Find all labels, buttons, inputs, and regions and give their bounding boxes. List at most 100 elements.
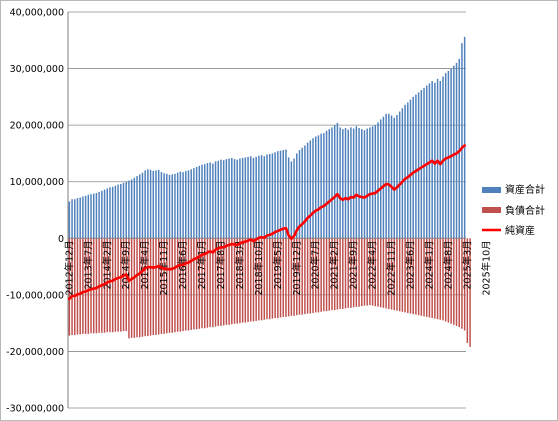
asset-bar: [442, 76, 444, 239]
liability-bar: [166, 238, 168, 334]
y-tick-labels: 40,000,000 30,000,000 20,000,000 10,000,000…: [6, 8, 64, 415]
asset-bar: [407, 102, 409, 239]
liability-bar: [371, 238, 374, 306]
asset-bar: [339, 127, 341, 239]
x-tick-label: 2012年12月: [63, 240, 75, 295]
asset-bar: [444, 73, 447, 239]
liability-bar: [331, 238, 333, 311]
asset-bar: [236, 159, 238, 239]
asset-bar: [117, 184, 119, 239]
y-tick-label: 20,000,000: [10, 121, 64, 132]
liability-bar: [350, 238, 352, 308]
liability-bar: [255, 238, 257, 321]
liability-bar: [241, 238, 244, 323]
asset-bar: [163, 173, 165, 239]
asset-bar: [455, 62, 458, 239]
y-tick-label: 40,000,000: [10, 8, 64, 19]
liability-bar: [263, 238, 266, 320]
liability-bar: [458, 238, 460, 328]
asset-bar: [404, 104, 406, 239]
liability-bar: [239, 238, 241, 324]
liability-bar: [220, 238, 222, 326]
asset-bar: [228, 158, 230, 239]
liability-bar: [122, 238, 125, 332]
asset-bar: [355, 126, 358, 239]
asset-bar: [314, 136, 317, 239]
liability-bar: [404, 238, 406, 313]
asset-bar: [92, 193, 95, 239]
liability-bar: [309, 238, 312, 314]
liability-bar: [374, 238, 377, 307]
asset-bar: [425, 85, 428, 239]
asset-bar: [255, 156, 257, 239]
legend: 資産合計 負債合計 純資産: [482, 183, 545, 237]
asset-bar: [79, 197, 81, 239]
asset-bar: [114, 185, 117, 239]
liability-bar: [74, 238, 76, 336]
liability-bar: [344, 238, 347, 309]
asset-bar: [125, 181, 127, 239]
liability-bar: [312, 238, 314, 313]
asset-bar: [222, 160, 225, 239]
asset-bar: [423, 87, 425, 239]
liability-bar: [314, 238, 317, 313]
liability-bar: [231, 238, 233, 325]
asset-bar: [447, 70, 450, 239]
liability-bar: [320, 238, 322, 312]
liability-bar: [228, 238, 230, 325]
liability-bar: [469, 238, 471, 347]
asset-bar: [461, 43, 463, 239]
asset-bar: [209, 162, 211, 239]
asset-bar: [203, 164, 206, 239]
asset-bar: [358, 127, 360, 239]
liability-bar: [247, 238, 249, 323]
liability-bar: [128, 238, 130, 339]
liability-bar: [301, 238, 303, 315]
x-tick-label: 2020年7月: [310, 240, 322, 289]
liability-bar: [379, 238, 382, 308]
liability-bar: [193, 238, 195, 330]
liability-bar: [109, 238, 111, 333]
asset-bar: [309, 140, 312, 239]
liability-bar: [279, 238, 282, 318]
liability-bar: [79, 238, 81, 335]
x-tick-labels: 2012年12月 2013年7月 2014年2月 2014年9月 2015年4月 2015…: [63, 240, 492, 295]
liability-bar: [163, 238, 165, 334]
asset-bar: [258, 155, 260, 239]
legend-item-liabilities: 負債合計: [482, 204, 545, 217]
liability-bar: [401, 238, 404, 312]
asset-bar: [320, 133, 322, 239]
y-tick-label: -30,000,000: [6, 404, 64, 415]
asset-bar: [214, 161, 217, 239]
liability-bar: [82, 238, 84, 334]
asset-bar: [463, 36, 466, 239]
asset-bar: [182, 172, 184, 239]
asset-bar: [412, 96, 414, 239]
liability-bar: [147, 238, 149, 337]
asset-bar: [328, 129, 331, 239]
liability-bar: [382, 238, 385, 308]
asset-bar: [152, 170, 155, 239]
asset-bar: [106, 188, 109, 239]
asset-bar: [101, 190, 103, 239]
asset-bar: [220, 159, 222, 239]
liability-bar: [125, 238, 127, 332]
asset-bar: [266, 154, 268, 239]
liability-bar: [176, 238, 179, 332]
liability-bar: [293, 238, 295, 316]
asset-bar: [190, 169, 192, 239]
asset-bar: [95, 193, 98, 239]
liability-bar: [266, 238, 268, 320]
liability-bar: [168, 238, 171, 333]
asset-bar: [382, 116, 385, 239]
liability-bar: [412, 238, 414, 315]
liability-bar: [111, 238, 114, 333]
legend-item-net-assets: 純資産: [482, 224, 535, 237]
liability-bar: [244, 238, 247, 323]
liability-bar: [236, 238, 238, 324]
liability-bar: [68, 238, 71, 336]
y-tick-label: 10,000,000: [10, 177, 64, 188]
liability-bar: [171, 238, 173, 333]
asset-bar: [366, 128, 368, 239]
